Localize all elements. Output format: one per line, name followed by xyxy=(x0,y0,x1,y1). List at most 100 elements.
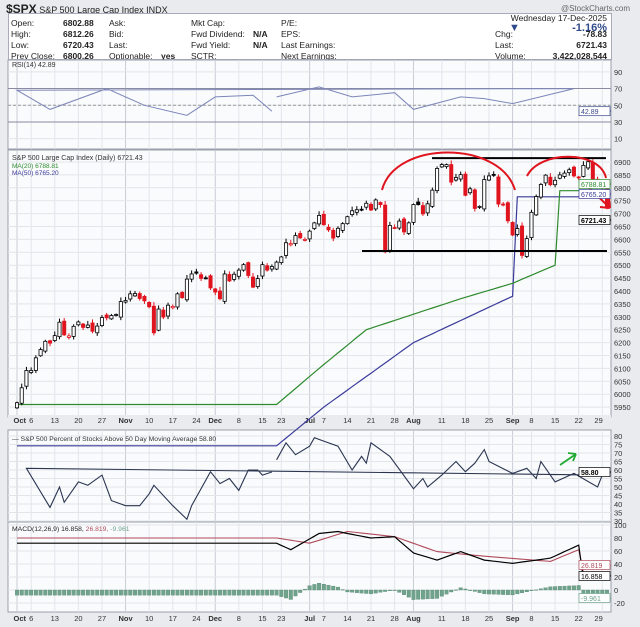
green-arrow-annotation xyxy=(559,452,577,466)
macd-histogram-bar xyxy=(48,589,52,596)
macd-histogram-bar xyxy=(406,589,411,598)
candle-body xyxy=(222,273,227,302)
y-tick-label: 6050 xyxy=(614,377,631,386)
macd-histogram-bar xyxy=(76,589,81,596)
candle-body xyxy=(331,229,336,239)
macd-histogram-bar xyxy=(241,589,246,596)
macd-histogram-bar xyxy=(151,589,156,596)
label-eps: EPS: xyxy=(281,29,301,39)
y-tick-label: 6550 xyxy=(614,248,631,257)
candle-body xyxy=(501,203,506,206)
candle-body xyxy=(203,277,208,280)
y-tick-label: 40 xyxy=(614,560,622,569)
macd-histogram-bar xyxy=(265,589,270,596)
macd-histogram-bar xyxy=(302,588,307,591)
x-tick-label: 29 xyxy=(594,416,602,425)
candle xyxy=(387,221,392,253)
value-low: 6720.43 xyxy=(63,40,94,50)
candle-body xyxy=(274,261,279,270)
macd-histogram-bar xyxy=(161,589,166,596)
candle-body xyxy=(387,225,392,251)
candle xyxy=(255,275,260,289)
x-tick-label: 18 xyxy=(461,614,469,623)
candle-body xyxy=(217,290,222,300)
candle-body xyxy=(515,228,520,235)
candle-body xyxy=(364,202,369,208)
percent-change: -1.16% xyxy=(572,22,607,34)
x-tick-label: 11 xyxy=(438,614,446,623)
candle xyxy=(524,235,529,258)
candle-body xyxy=(496,176,501,205)
candle xyxy=(515,224,520,237)
y-tick-label: 50 xyxy=(614,101,622,110)
x-tick-label: 14 xyxy=(343,614,351,623)
candle xyxy=(24,366,29,390)
x-tick-label: 22 xyxy=(575,416,583,425)
x-tick-label: 10 xyxy=(145,614,153,623)
x-tick-label: 11 xyxy=(438,416,446,425)
label-sctr: SCTR: xyxy=(191,51,217,61)
exchange: INDX xyxy=(146,5,168,15)
candle-body xyxy=(104,314,109,319)
x-tick-label: 6 xyxy=(29,416,33,425)
x-tick-label: 15 xyxy=(551,614,559,623)
label-fwddividend: Fwd Dividend: xyxy=(191,29,245,39)
candle-body xyxy=(444,164,449,168)
candle-body xyxy=(350,210,355,216)
candle xyxy=(147,301,152,309)
candle xyxy=(477,205,482,209)
macd-histogram-bar xyxy=(156,589,161,596)
candle-body xyxy=(269,266,274,270)
candle-body xyxy=(321,213,326,226)
candle xyxy=(71,324,76,340)
macd-histogram-bar xyxy=(515,589,520,595)
candle xyxy=(468,186,473,195)
x-tick-label: 15 xyxy=(258,614,266,623)
macd-histogram-bar xyxy=(350,589,355,593)
candle-body xyxy=(439,164,444,168)
macd-histogram-bar xyxy=(38,589,43,596)
macd-histogram-bar xyxy=(317,583,322,591)
candle xyxy=(420,201,425,216)
label-pe: P/E: xyxy=(281,18,298,28)
macd-hist-last-value: -9.961 xyxy=(581,596,601,603)
candle xyxy=(302,237,307,242)
candle xyxy=(137,291,142,301)
candle xyxy=(491,171,496,177)
candle xyxy=(557,171,562,180)
macd-histogram-bar xyxy=(15,589,19,596)
macd-histogram-bar xyxy=(383,589,388,592)
macd-histogram-bar xyxy=(321,584,326,591)
candle-body xyxy=(147,301,152,308)
macd-histogram-bar xyxy=(180,589,185,596)
candle-body xyxy=(411,204,416,223)
candle-body xyxy=(534,196,539,216)
candle-body xyxy=(194,271,199,274)
y-tick-label: 6700 xyxy=(614,210,631,219)
quote-info-box: Open: 6802.88 High: 6812.26 Low: 6720.43 Prev … xyxy=(8,13,612,61)
candle xyxy=(425,200,430,216)
y-tick-label: 45 xyxy=(614,492,622,501)
candle xyxy=(151,302,156,336)
candle xyxy=(505,201,510,224)
candle-body xyxy=(529,211,534,238)
candle-body xyxy=(326,226,331,231)
x-tick-label: Dec xyxy=(208,416,222,425)
x-tick-label: 7 xyxy=(322,416,326,425)
x-tick-label: 24 xyxy=(192,416,200,425)
macd-histogram-bar xyxy=(487,589,491,595)
x-tick-label: 25 xyxy=(485,614,493,623)
label-low: Low: xyxy=(11,40,29,50)
y-tick-label: 100 xyxy=(614,521,627,530)
candle-body xyxy=(24,370,29,387)
candle xyxy=(340,222,345,233)
candle-body xyxy=(246,262,251,276)
candle xyxy=(128,290,133,302)
candle-body xyxy=(284,242,289,256)
candle xyxy=(293,232,298,247)
y-tick-label: 6800 xyxy=(614,184,631,193)
candle xyxy=(463,171,468,197)
candle xyxy=(43,339,48,354)
candle xyxy=(543,174,548,186)
label-bid: Bid: xyxy=(109,29,124,39)
